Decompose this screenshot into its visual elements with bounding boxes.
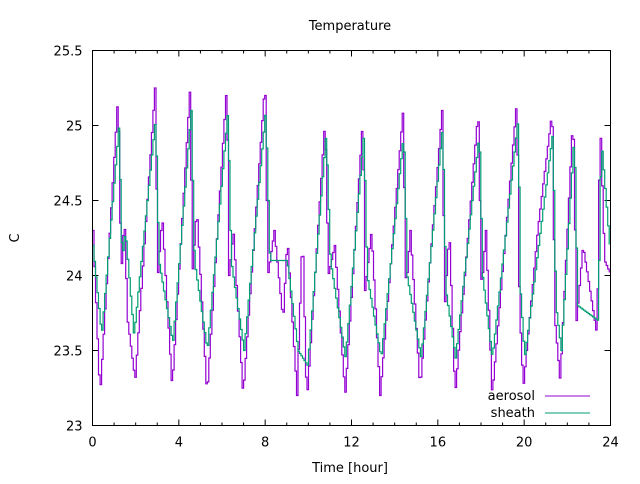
legend-label-aerosol: aerosol bbox=[488, 389, 535, 404]
y-tick-label: 24.5 bbox=[54, 195, 83, 210]
legend: aerosol sheath bbox=[488, 389, 590, 421]
series-line-sheath bbox=[92, 109, 610, 366]
y-tick-label: 24 bbox=[66, 270, 83, 285]
x-tick-label: 0 bbox=[88, 436, 96, 451]
y-tick-label: 23.5 bbox=[54, 345, 83, 360]
x-tick-label: 12 bbox=[343, 436, 360, 451]
y-axis-label: C bbox=[8, 233, 23, 242]
x-tick-label: 8 bbox=[261, 436, 269, 451]
y-tick-label: 25 bbox=[66, 120, 83, 135]
x-tick-label: 20 bbox=[516, 436, 533, 451]
chart-title: Temperature bbox=[308, 19, 391, 34]
y-tick-label: 23 bbox=[66, 420, 83, 435]
x-axis-label: Time [hour] bbox=[311, 461, 388, 476]
x-tick-label: 4 bbox=[175, 436, 183, 451]
axis-ticks: 0 4 8 12 16 20 24 23 23.5 24 24.5 25 25.5 bbox=[54, 45, 619, 451]
legend-label-sheath: sheath bbox=[491, 406, 535, 421]
x-tick-label: 16 bbox=[430, 436, 447, 451]
series-lines bbox=[92, 87, 610, 397]
plot-border bbox=[92, 50, 611, 426]
series-line-aerosol bbox=[92, 87, 610, 397]
x-tick-label: 24 bbox=[602, 436, 619, 451]
y-tick-label: 25.5 bbox=[54, 45, 83, 60]
